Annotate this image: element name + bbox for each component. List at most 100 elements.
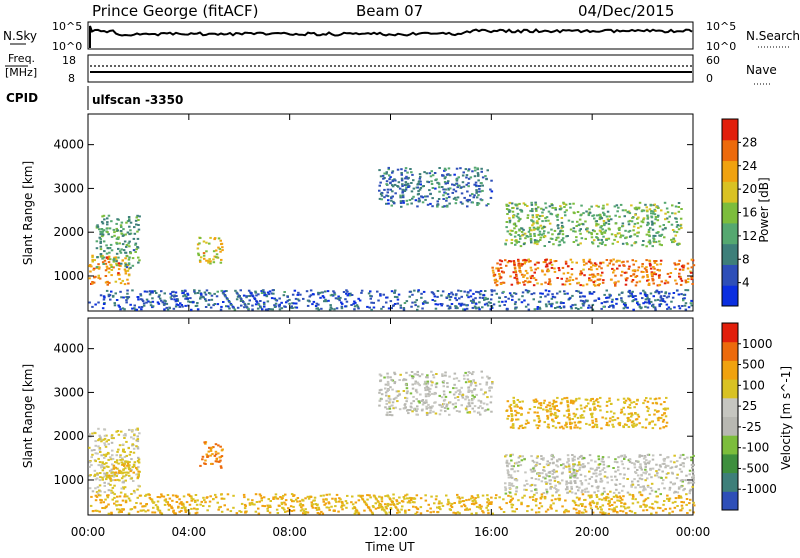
echo-cell — [122, 508, 125, 511]
echo-cell — [151, 290, 154, 293]
echo-cell — [561, 505, 564, 508]
echo-cell — [155, 292, 158, 294]
echo-cell — [631, 290, 634, 293]
echo-cell — [565, 426, 569, 429]
echo-cell — [607, 306, 611, 308]
echo-cell — [534, 227, 537, 230]
echo-cell — [133, 465, 136, 468]
echo-cell — [411, 501, 415, 504]
echo-cell — [520, 459, 524, 462]
echo-cell — [513, 267, 517, 270]
echo-cell — [208, 505, 211, 508]
echo-cell — [122, 443, 125, 446]
echo-cell — [124, 270, 127, 273]
echo-cell — [621, 498, 624, 501]
echo-cell — [226, 508, 229, 511]
echo-cell — [128, 233, 131, 236]
echo-cell — [529, 468, 533, 471]
echo-cell — [204, 442, 207, 445]
echo-cell — [372, 306, 376, 309]
echo-cell — [461, 174, 465, 177]
echo-cell — [171, 494, 175, 497]
echo-cell — [209, 262, 212, 265]
echo-cell — [554, 488, 558, 491]
echo-cell — [428, 189, 431, 192]
echo-cell — [560, 221, 564, 224]
echo-cell — [650, 300, 653, 303]
echo-cell — [526, 483, 529, 486]
echo-cell — [393, 291, 396, 294]
echo-cell — [414, 199, 418, 202]
echo-cell — [626, 478, 629, 480]
echo-cell — [615, 204, 619, 207]
echo-cell — [565, 421, 568, 424]
echo-cell — [165, 302, 169, 305]
echo-cell — [513, 478, 517, 481]
echo-cell — [213, 255, 216, 258]
echo-cell — [679, 277, 683, 280]
echo-cell — [406, 203, 409, 206]
echo-cell — [119, 308, 122, 311]
echo-cell — [629, 292, 632, 295]
echo-cell — [221, 448, 224, 451]
echo-cell — [528, 229, 532, 231]
echo-cell — [590, 232, 593, 234]
echo-cell — [590, 262, 593, 265]
echo-cell — [242, 301, 245, 303]
echo-cell — [512, 260, 516, 263]
echo-cell — [577, 489, 580, 492]
echo-cell — [555, 214, 558, 217]
echo-cell — [413, 373, 416, 376]
echo-cell — [652, 266, 655, 268]
echo-cell — [304, 497, 307, 500]
echo-cell — [441, 504, 445, 507]
echo-cell — [612, 491, 616, 494]
echo-cell — [616, 259, 619, 262]
echo-cell — [277, 304, 281, 307]
echo-cell — [548, 262, 551, 265]
echo-cell — [542, 232, 545, 235]
echo-cell — [611, 419, 614, 422]
echo-cell — [97, 276, 100, 279]
echo-cell — [402, 308, 406, 311]
echo-cell — [410, 182, 413, 184]
echo-cell — [640, 468, 644, 471]
colorbar-segment — [722, 160, 738, 182]
echo-cell — [673, 506, 677, 509]
echo-cell — [126, 462, 130, 465]
echo-cell — [254, 290, 257, 293]
echo-cell — [148, 293, 152, 296]
echo-cell — [595, 232, 599, 235]
echo-cell — [560, 464, 563, 467]
echo-cell — [598, 498, 601, 501]
echo-cell — [140, 308, 143, 311]
echo-cell — [136, 440, 140, 443]
echo-cell — [175, 501, 179, 503]
echo-cell — [657, 214, 660, 217]
echo-cell — [478, 296, 482, 299]
echo-cell — [663, 295, 666, 297]
echo-cell — [546, 508, 550, 511]
echo-cell — [432, 510, 435, 513]
echo-cell — [103, 259, 107, 262]
echo-cell — [567, 510, 570, 513]
echo-cell — [380, 500, 384, 503]
echo-cell — [657, 488, 660, 491]
x-tick-label: 12:00 — [373, 525, 408, 539]
echo-cell — [466, 291, 470, 294]
echo-cell — [220, 243, 223, 246]
echo-cell — [282, 507, 285, 510]
echo-cell — [639, 493, 643, 496]
echo-cell — [126, 289, 129, 292]
echo-cell — [465, 408, 468, 411]
echo-cell — [622, 505, 626, 508]
echo-cell — [162, 495, 166, 498]
echo-cell — [321, 295, 325, 298]
echo-cell — [677, 494, 681, 497]
echo-cell — [339, 296, 342, 299]
echo-cell — [648, 421, 651, 424]
echo-cell — [613, 412, 616, 415]
echo-cell — [390, 199, 393, 202]
echo-cell — [426, 203, 430, 206]
